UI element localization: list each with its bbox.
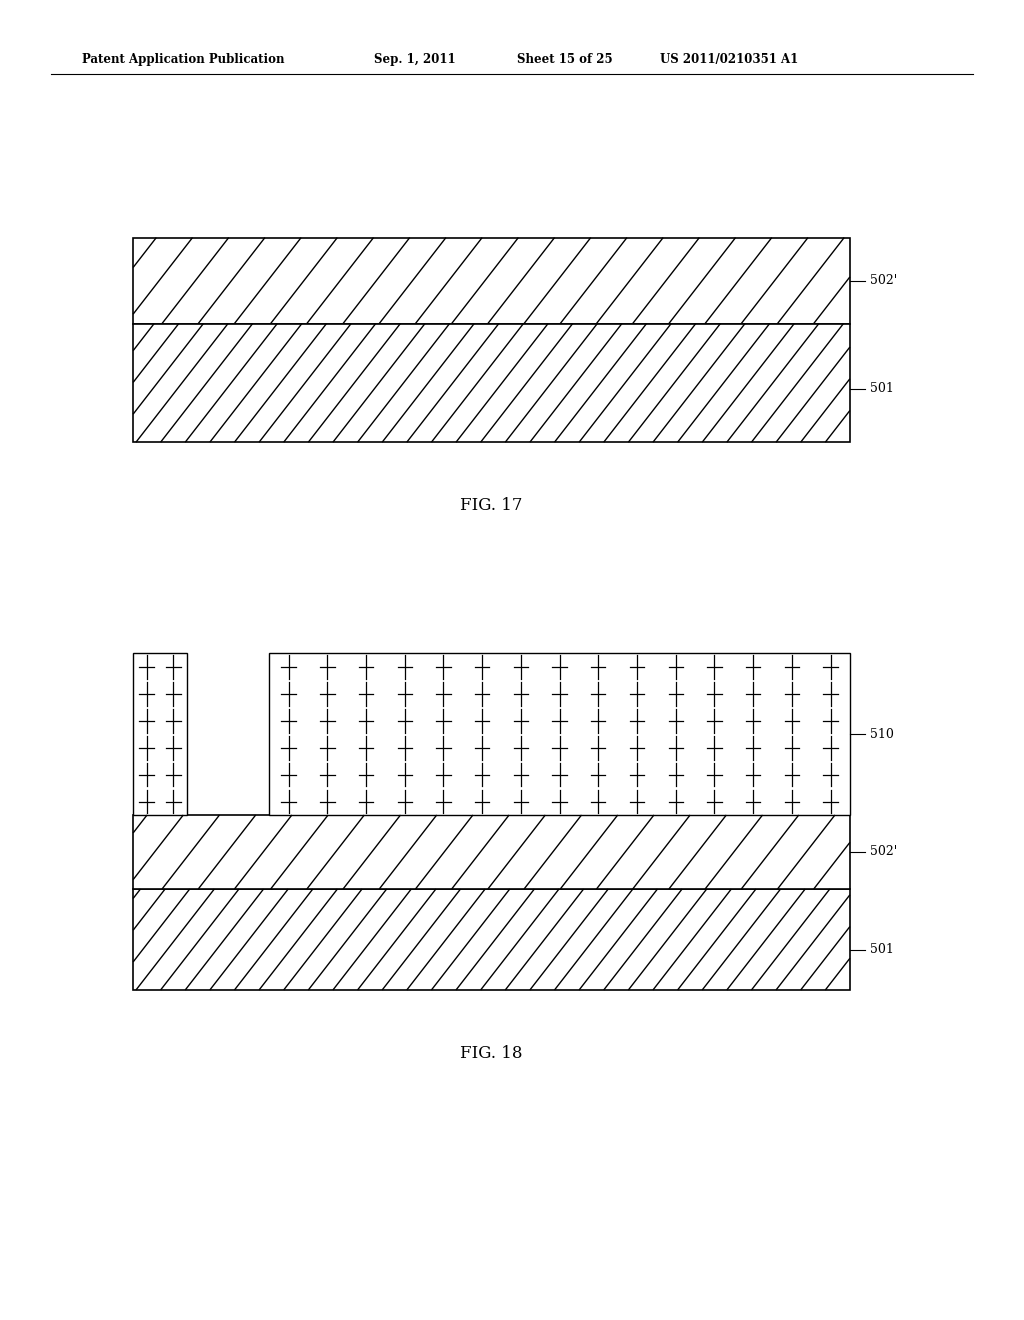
Text: FIG. 18: FIG. 18 xyxy=(460,1045,523,1061)
Bar xyxy=(133,323,850,442)
Bar xyxy=(269,653,850,814)
Bar xyxy=(133,653,186,814)
Text: US 2011/0210351 A1: US 2011/0210351 A1 xyxy=(660,53,799,66)
Bar xyxy=(133,814,850,890)
Text: Sep. 1, 2011: Sep. 1, 2011 xyxy=(374,53,456,66)
Bar xyxy=(133,238,850,323)
Text: 501: 501 xyxy=(870,383,894,395)
Text: Sheet 15 of 25: Sheet 15 of 25 xyxy=(517,53,612,66)
Text: 502': 502' xyxy=(870,275,898,286)
Text: 501: 501 xyxy=(870,942,894,956)
Text: Patent Application Publication: Patent Application Publication xyxy=(82,53,285,66)
Bar xyxy=(133,890,850,990)
Text: 510: 510 xyxy=(870,727,894,741)
Text: 502': 502' xyxy=(870,846,898,858)
Text: FIG. 17: FIG. 17 xyxy=(460,498,523,513)
